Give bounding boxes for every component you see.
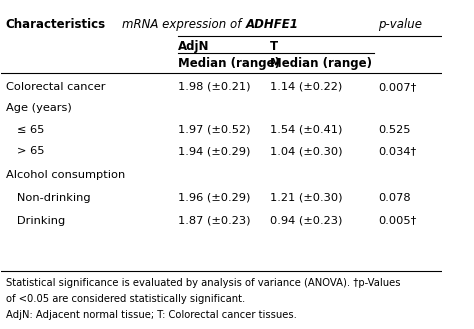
Text: ≤ 65: ≤ 65 xyxy=(6,125,44,135)
Text: 1.04 (±0.30): 1.04 (±0.30) xyxy=(270,146,343,157)
Text: Colorectal cancer: Colorectal cancer xyxy=(6,82,105,92)
Text: 1.98 (±0.21): 1.98 (±0.21) xyxy=(178,82,250,92)
Text: 1.87 (±0.23): 1.87 (±0.23) xyxy=(178,215,250,226)
Text: 0.078: 0.078 xyxy=(378,193,410,203)
Text: 1.94 (±0.29): 1.94 (±0.29) xyxy=(178,146,250,157)
Text: mRNA expression of: mRNA expression of xyxy=(122,18,246,31)
Text: Age (years): Age (years) xyxy=(6,103,72,114)
Text: p-value: p-value xyxy=(378,18,422,31)
Text: AdjN: Adjacent normal tissue; T: Colorectal cancer tissues.: AdjN: Adjacent normal tissue; T: Colorec… xyxy=(6,310,297,319)
Text: Median (range): Median (range) xyxy=(270,57,372,70)
Text: ADHFE1: ADHFE1 xyxy=(246,18,298,31)
Text: Non-drinking: Non-drinking xyxy=(6,193,91,203)
Text: Characteristics: Characteristics xyxy=(6,18,106,31)
Text: 0.007†: 0.007† xyxy=(378,82,416,92)
Text: Median (range): Median (range) xyxy=(178,57,280,70)
Text: 1.21 (±0.30): 1.21 (±0.30) xyxy=(270,193,343,203)
Text: 1.14 (±0.22): 1.14 (±0.22) xyxy=(270,82,342,92)
Text: 0.005†: 0.005† xyxy=(378,215,416,226)
Text: 0.034†: 0.034† xyxy=(378,146,416,157)
Text: 1.97 (±0.52): 1.97 (±0.52) xyxy=(178,125,250,135)
Text: 0.94 (±0.23): 0.94 (±0.23) xyxy=(270,215,342,226)
Text: > 65: > 65 xyxy=(6,146,44,157)
Text: T: T xyxy=(270,40,278,53)
Text: AdjN: AdjN xyxy=(178,40,209,53)
Text: 0.525: 0.525 xyxy=(378,125,410,135)
Text: Drinking: Drinking xyxy=(6,215,65,226)
Text: Statistical significance is evaluated by analysis of variance (ANOVA). †p-Values: Statistical significance is evaluated by… xyxy=(6,278,400,288)
Text: Alcohol consumption: Alcohol consumption xyxy=(6,170,125,180)
Text: of <0.05 are considered statistically significant.: of <0.05 are considered statistically si… xyxy=(6,294,245,304)
Text: 1.54 (±0.41): 1.54 (±0.41) xyxy=(270,125,342,135)
Text: 1.96 (±0.29): 1.96 (±0.29) xyxy=(178,193,250,203)
